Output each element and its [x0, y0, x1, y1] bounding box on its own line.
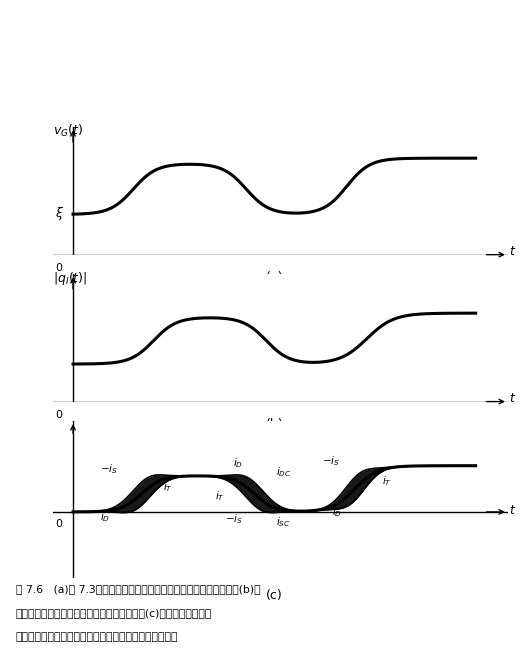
Text: $-i_S$: $-i_S$	[101, 462, 118, 476]
Text: (a): (a)	[266, 271, 283, 284]
Text: 设准静态工作时相应的反型层电的荷值波形；(c)总漏端电流和负总: 设准静态工作时相应的反型层电的荷值波形；(c)总漏端电流和负总	[16, 609, 212, 618]
Text: $t$: $t$	[509, 503, 516, 517]
Text: $i_T$: $i_T$	[215, 488, 225, 503]
Text: 0: 0	[56, 263, 62, 273]
Text: (c): (c)	[266, 590, 282, 603]
Text: $i_{SC}$: $i_{SC}$	[276, 515, 291, 529]
Text: $i_T$: $i_T$	[382, 474, 392, 488]
Text: $i_{DC}$: $i_{DC}$	[276, 466, 292, 479]
Text: 0: 0	[56, 409, 62, 420]
Text: $v_G(t)$: $v_G(t)$	[53, 123, 83, 139]
Text: $i_D$: $i_D$	[233, 456, 243, 470]
Text: 0: 0	[56, 518, 62, 528]
Text: $i_T$: $i_T$	[163, 481, 172, 494]
Text: 源端电流，图中还表示出了传输电流分量和充电电流分量: 源端电流，图中还表示出了传输电流分量和充电电流分量	[16, 632, 178, 643]
Text: $-i_S$: $-i_S$	[225, 512, 243, 526]
Text: $t$: $t$	[509, 392, 516, 406]
Text: $|q_I(t)|$: $|q_I(t)|$	[53, 270, 87, 287]
Text: $-i_S$: $-i_S$	[322, 454, 340, 468]
Text: 图 7.6   (a)图 7.3器件的栅电压波形，假设所有其它端电压都固定；(b)假: 图 7.6 (a)图 7.3器件的栅电压波形，假设所有其它端电压都固定；(b)假	[16, 584, 260, 594]
Text: $\xi$: $\xi$	[55, 205, 64, 222]
Text: $t$: $t$	[509, 246, 516, 259]
Text: $i_D$: $i_D$	[100, 510, 111, 524]
Text: (b): (b)	[266, 418, 283, 431]
Text: $i_D$: $i_D$	[332, 505, 342, 519]
